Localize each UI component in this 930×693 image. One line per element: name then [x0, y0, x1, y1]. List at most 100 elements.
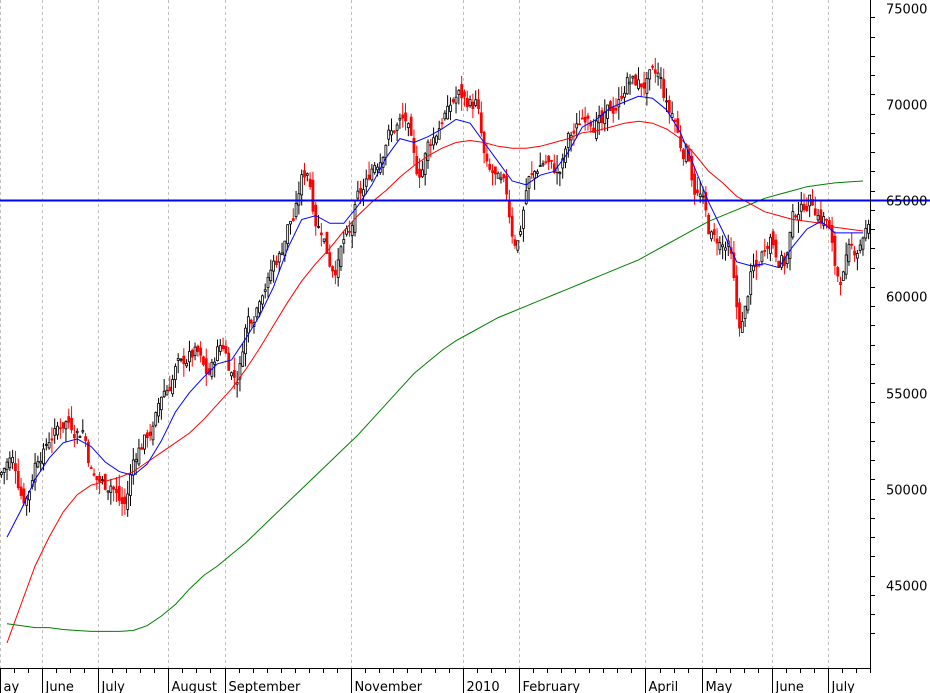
candle-body — [651, 65, 654, 68]
candle-body — [134, 458, 138, 463]
candle-body — [53, 428, 57, 436]
y-tick-label: 60000 — [886, 291, 927, 306]
candle-body — [297, 193, 301, 206]
candle-body — [740, 321, 744, 333]
candle-body — [477, 99, 480, 109]
candle-body — [841, 271, 845, 281]
candle-body — [738, 302, 741, 329]
candles — [0, 57, 870, 517]
candle-body — [760, 251, 764, 263]
candle-body — [491, 170, 494, 174]
candle-body — [519, 231, 522, 235]
candle-body — [72, 434, 76, 439]
candle-body — [47, 442, 51, 449]
candle-body — [179, 358, 183, 361]
candle-body — [249, 319, 253, 324]
candle-body — [376, 166, 379, 171]
candle-body — [359, 188, 363, 194]
candle-body — [825, 218, 828, 221]
candle-body — [333, 269, 337, 276]
candle-body — [291, 218, 295, 221]
candle-body — [415, 156, 419, 175]
candle-body — [440, 122, 444, 125]
moving-averages — [0, 95, 930, 644]
candle-body — [42, 448, 45, 465]
candle-body — [667, 100, 671, 113]
candle-body — [33, 462, 37, 483]
candle-body — [625, 76, 629, 95]
candle-body — [89, 467, 93, 470]
x-month-label-5: November — [355, 680, 423, 693]
x-month-label-4: September — [229, 680, 302, 693]
candle-body — [547, 155, 551, 163]
candle-body — [137, 447, 141, 465]
candle-body — [266, 276, 270, 288]
candle-body — [496, 172, 500, 179]
candle-body — [356, 190, 360, 199]
candle-body — [609, 101, 612, 111]
candle-body — [861, 237, 865, 250]
candle-body — [850, 243, 854, 246]
candle-body — [182, 355, 186, 365]
candle-body — [533, 171, 537, 179]
candle-body — [370, 168, 374, 181]
candle-body — [499, 177, 503, 180]
candle-body — [126, 493, 130, 510]
candle-body — [143, 434, 146, 450]
candle-body — [308, 178, 312, 188]
candle-body — [151, 425, 155, 441]
candle-body — [213, 361, 217, 365]
candle-body — [120, 497, 124, 505]
candle-body — [536, 171, 539, 174]
candle-body — [75, 430, 79, 434]
candle-body — [367, 174, 371, 180]
candle-body — [67, 416, 71, 423]
candle-body — [460, 84, 464, 99]
candle-body — [583, 116, 587, 123]
candle-body — [373, 164, 377, 173]
candle-body — [420, 169, 424, 178]
candle-body — [168, 386, 172, 392]
candle-body — [426, 141, 430, 161]
candle-body — [561, 158, 565, 169]
candle-body — [485, 153, 489, 162]
candle-body — [199, 347, 203, 356]
candle-body — [165, 389, 169, 396]
candle-body — [238, 363, 242, 380]
candle-body — [418, 168, 421, 178]
y-tick-label: 75000 — [886, 3, 927, 18]
x-month-label-8: April — [649, 680, 679, 693]
candle-body — [305, 173, 309, 176]
candle-body — [0, 472, 3, 476]
candle-body — [735, 275, 739, 308]
candle-body — [202, 356, 205, 365]
candle-body — [106, 490, 110, 493]
candle-body — [176, 358, 180, 361]
candle-body — [123, 496, 127, 505]
candle-body — [92, 473, 96, 476]
candle-body — [246, 316, 250, 334]
candle-body — [336, 259, 340, 278]
candle-body — [816, 215, 820, 221]
candle-body — [157, 402, 160, 417]
candle-body — [87, 442, 90, 464]
candle-body — [805, 205, 809, 212]
candle-body — [791, 211, 795, 238]
candle-body — [258, 301, 261, 314]
candle-body — [115, 488, 118, 494]
candle-body — [580, 117, 584, 120]
candle-body — [11, 457, 15, 464]
x-month-label-1: June — [45, 680, 74, 693]
candle-body — [319, 232, 323, 236]
candle-body — [109, 485, 113, 493]
candle-body — [853, 250, 856, 256]
candle-body — [827, 220, 831, 229]
candle-body — [855, 253, 859, 259]
candle-body — [836, 267, 840, 277]
candle-body — [325, 231, 329, 254]
candle-body — [140, 447, 144, 450]
candle-body — [642, 82, 646, 89]
candle-body — [465, 97, 469, 108]
candle-body — [538, 165, 542, 167]
candle-body — [390, 130, 393, 136]
